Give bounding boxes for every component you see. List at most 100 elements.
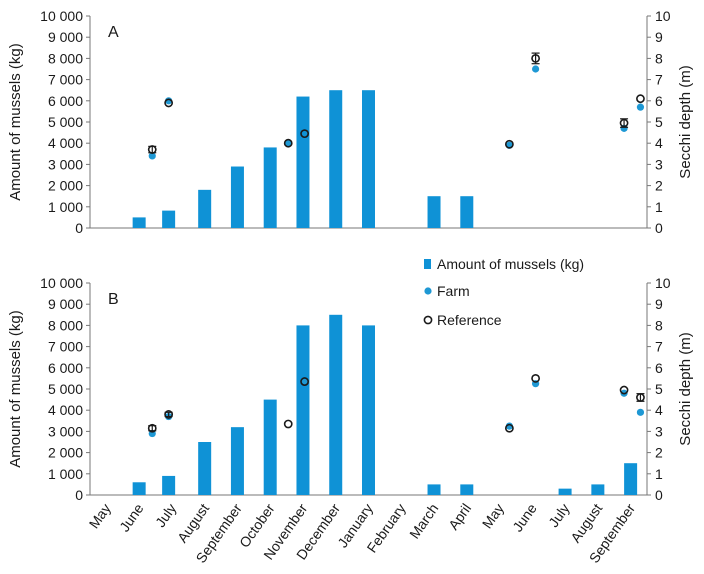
mussel-bar bbox=[132, 482, 146, 495]
reference-point bbox=[636, 94, 645, 104]
right-tick-label: 10 bbox=[655, 275, 671, 291]
mussel-bar bbox=[162, 210, 176, 228]
mussel-bar bbox=[132, 217, 146, 228]
reference-point bbox=[504, 423, 514, 433]
left-tick-label: 8 000 bbox=[48, 317, 83, 333]
mussel-bar bbox=[329, 90, 343, 228]
right-tick-label: 7 bbox=[655, 339, 663, 355]
reference-point bbox=[619, 118, 629, 128]
mussel-bar bbox=[230, 166, 244, 228]
x-tick-label: June bbox=[509, 500, 540, 534]
farm-point bbox=[636, 103, 645, 111]
mussel-bar bbox=[198, 442, 212, 495]
left-tick-label: 10 000 bbox=[40, 8, 83, 24]
reference-point bbox=[283, 419, 293, 429]
reference-point bbox=[504, 139, 514, 149]
reference-point bbox=[619, 385, 629, 395]
left-tick-label: 10 000 bbox=[40, 275, 83, 291]
right-tick-label: 0 bbox=[655, 220, 663, 236]
right-tick-label: 4 bbox=[655, 402, 663, 418]
reference-point bbox=[164, 98, 174, 108]
left-tick-label: 6 000 bbox=[48, 360, 83, 376]
x-tick-label: June bbox=[116, 500, 147, 534]
left-tick-label: 2 000 bbox=[48, 178, 83, 194]
right-tick-label: 6 bbox=[655, 360, 663, 376]
reference-point bbox=[636, 393, 645, 402]
reference-point bbox=[147, 423, 157, 433]
mussel-bar bbox=[198, 189, 212, 228]
mussel-bar bbox=[263, 399, 277, 495]
left-tick-label: 9 000 bbox=[48, 296, 83, 312]
right-tick-label: 5 bbox=[655, 114, 663, 130]
left-tick-label: 9 000 bbox=[48, 29, 83, 45]
right-tick-label: 8 bbox=[655, 317, 663, 333]
panel-b-chart: 0 1 000 2 000 3 000 4 000 5 000 6 000 7 000 8 00… bbox=[7, 275, 694, 503]
x-tick-label: May bbox=[86, 501, 114, 532]
right-tick-label: 9 bbox=[655, 296, 663, 312]
left-tick-label: 2 000 bbox=[48, 445, 83, 461]
right-tick-label: 3 bbox=[655, 156, 663, 172]
left-tick-label: 4 000 bbox=[48, 402, 83, 418]
left-tick-label: 0 bbox=[75, 487, 83, 503]
left-tick-label: 7 000 bbox=[48, 72, 83, 88]
panel-label: A bbox=[108, 24, 119, 41]
mussel-bar bbox=[296, 325, 310, 495]
mussel-bar bbox=[591, 484, 605, 495]
farm-point bbox=[148, 152, 156, 160]
mussel-bar bbox=[362, 90, 375, 228]
mussel-bar bbox=[162, 475, 176, 495]
right-tick-label: 5 bbox=[655, 381, 663, 397]
reference-point bbox=[531, 54, 540, 63]
right-tick-label: 9 bbox=[655, 29, 663, 45]
right-tick-label: 1 bbox=[655, 199, 663, 215]
mussel-bar bbox=[460, 484, 474, 495]
reference-point bbox=[531, 373, 540, 383]
x-tick-label: July bbox=[545, 501, 572, 531]
right-tick-label: 8 bbox=[655, 50, 663, 66]
right-tick-label: 1 bbox=[655, 466, 663, 482]
left-tick-label: 3 000 bbox=[48, 423, 83, 439]
right-axis-title: Secchi depth (m) bbox=[677, 332, 694, 445]
right-tick-label: 10 bbox=[655, 8, 671, 24]
mussel-bar bbox=[427, 196, 441, 228]
legend-swatch-farm bbox=[424, 287, 432, 295]
right-tick-label: 2 bbox=[655, 445, 663, 461]
x-tick-label: May bbox=[479, 501, 507, 532]
mussel-bar bbox=[296, 96, 310, 228]
left-axis-title: Amount of mussels (kg) bbox=[7, 43, 24, 201]
left-tick-label: 8 000 bbox=[48, 50, 83, 66]
legend-label: Farm bbox=[437, 283, 470, 299]
farm-point bbox=[636, 408, 645, 416]
right-tick-label: 6 bbox=[655, 93, 663, 109]
farm-point bbox=[284, 139, 292, 147]
panel-a-chart: 0 1 000 2 000 3 000 4 000 5 000 6 000 7 000 8 00… bbox=[7, 8, 694, 236]
reference-point bbox=[283, 138, 293, 148]
left-axis-title: Amount of mussels (kg) bbox=[7, 310, 24, 468]
mussel-bar bbox=[263, 147, 277, 228]
legend: Amount of mussels (kg) Farm Reference bbox=[423, 256, 584, 328]
x-axis-month-labels: May June JulyAugustSeptemberOctoberNovembe… bbox=[86, 500, 639, 566]
left-tick-label: 5 000 bbox=[48, 114, 83, 130]
left-tick-label: 1 000 bbox=[48, 199, 83, 215]
mussel-bar bbox=[558, 488, 572, 495]
x-tick-label: July bbox=[152, 501, 179, 531]
left-tick-label: 6 000 bbox=[48, 93, 83, 109]
panel-label: B bbox=[108, 291, 119, 308]
mussel-bar bbox=[329, 314, 343, 495]
x-tick-label: March bbox=[406, 501, 441, 542]
left-tick-label: 3 000 bbox=[48, 156, 83, 172]
mussel-bar bbox=[460, 196, 474, 228]
mussel-bar bbox=[230, 427, 244, 495]
x-tick-label: April bbox=[445, 501, 474, 533]
legend-swatch-bar bbox=[424, 259, 431, 269]
legend-label: Reference bbox=[437, 312, 502, 328]
farm-point bbox=[532, 65, 540, 73]
mussel-bar bbox=[624, 463, 638, 495]
left-tick-label: 7 000 bbox=[48, 339, 83, 355]
legend-label: Amount of mussels (kg) bbox=[437, 256, 584, 272]
right-tick-label: 0 bbox=[655, 487, 663, 503]
mussel-bar bbox=[362, 325, 375, 495]
reference-point bbox=[164, 410, 174, 419]
reference-point bbox=[147, 145, 157, 154]
